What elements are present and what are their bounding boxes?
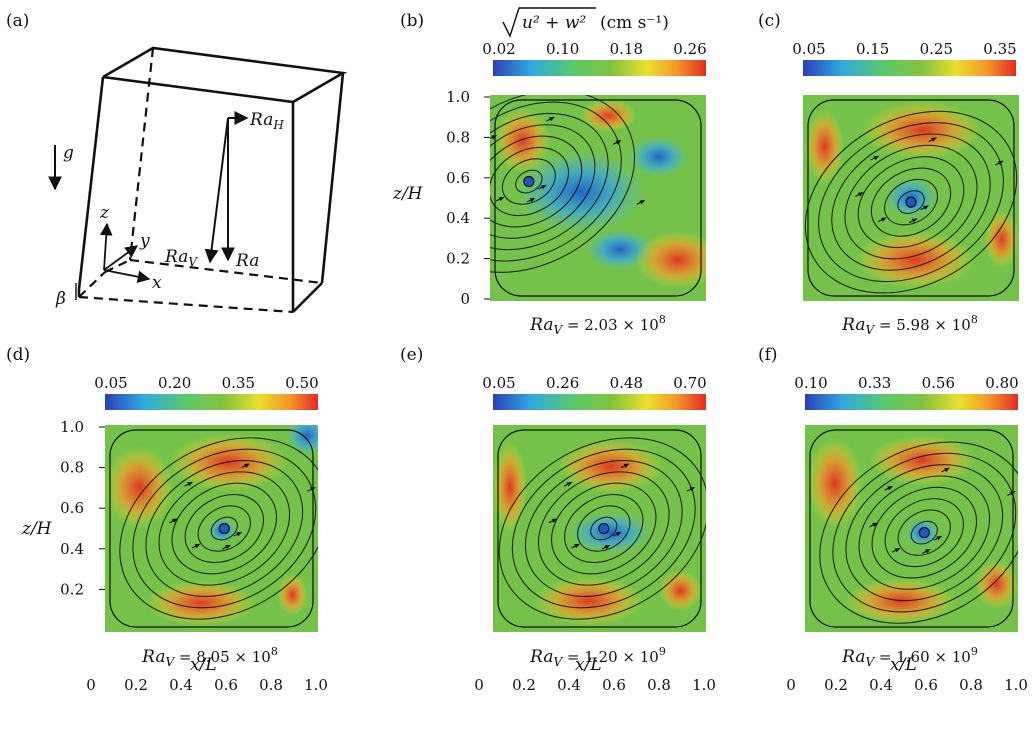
box-outline [77, 46, 347, 313]
xlabel-e: x/L [575, 655, 602, 675]
x-tick: 0.4 [557, 676, 581, 694]
x-tick: 0.6 [602, 676, 626, 694]
x-tick: 0.8 [959, 676, 983, 694]
velocity-field-f [805, 425, 1018, 632]
rav-caption-f: RaV = 1.60 × 109 [841, 645, 978, 669]
colorbar-c [803, 60, 1016, 76]
colorbar-tick: 0.80 [985, 374, 1018, 392]
colorbar-f [805, 394, 1018, 410]
box-hidden-edges [78, 47, 323, 314]
x-tick: 1.0 [304, 676, 328, 694]
colorbar-title-units: (cm s⁻¹) [600, 13, 669, 33]
x-tick: 1.0 [692, 676, 716, 694]
panel-label-e: (e) [400, 345, 423, 365]
colorbar-tick: 0.26 [546, 374, 579, 392]
x-tick: 0.8 [647, 676, 671, 694]
colorbar-tick: 0.05 [94, 374, 127, 392]
xlabel-d: x/L [190, 655, 217, 675]
colorbar-tick: 0.15 [856, 40, 889, 58]
x-tick: 0.2 [512, 676, 536, 694]
velocity-field-c [803, 95, 1019, 301]
axis-z-label: z [99, 203, 110, 223]
y-tick: 0.8 [446, 128, 470, 146]
panel-label-d: (d) [6, 345, 30, 365]
panel-b: (b) 0.02 0.10 0.18 0.26 1.0 0.8 0.6 0.4 0.2 0 RaV =… [400, 11, 707, 337]
colorbar-tick: 0.35 [983, 40, 1016, 58]
y-tick: 0.8 [60, 459, 84, 477]
velocity-field-e [493, 425, 706, 632]
colorbar-tick: 0.26 [673, 40, 706, 58]
colorbar-tick: 0.02 [482, 40, 515, 58]
colorbar-tick: 0.56 [922, 374, 955, 392]
y-tick: 1.0 [60, 418, 84, 436]
axis-y-label: y [139, 231, 150, 251]
panel-f: (f) 0.10 0.33 0.56 0.80 0 0.2 0.4 0.6 0.8 1.0 RaV =… [758, 345, 1028, 694]
colorbar-tick: 0.05 [482, 374, 515, 392]
velocity-field-b [490, 95, 706, 301]
panel-label-a: (a) [6, 11, 29, 31]
y-tick: 0.2 [60, 580, 84, 598]
panel-label-b: (b) [400, 11, 424, 31]
y-tick: 0.6 [446, 169, 470, 187]
colorbar-tick: 0.35 [222, 374, 255, 392]
sqrt-sign [502, 7, 596, 38]
colorbar-tick: 0.18 [610, 40, 643, 58]
x-tick: 0.4 [869, 676, 893, 694]
ylabel-bottom: z/H [21, 519, 53, 539]
ra-h-label: RaH [249, 110, 284, 132]
x-tick: 0 [86, 676, 96, 694]
colorbar-tick: 0.70 [673, 374, 706, 392]
panel-label-f: (f) [758, 345, 778, 365]
colorbar-b [493, 60, 706, 76]
ra-label: Ra [235, 251, 259, 271]
y-tick: 0.6 [60, 499, 84, 517]
rav-caption-d: RaV = 8.05 × 108 [141, 645, 278, 669]
colorbar-d [105, 394, 318, 410]
schematic-panel: (a) g RaH RaV Ra [6, 11, 347, 314]
ra-v-label: RaV [164, 247, 198, 269]
gravity-label: g [63, 143, 74, 163]
colorbar-tick: 0.20 [158, 374, 191, 392]
tilt-label: β [55, 289, 66, 309]
velocity-field-d [105, 425, 318, 632]
panel-d: (d)0.05 0.20 0.35 0.501.00.80.60.40.20 0.2 0.… [6, 345, 328, 694]
x-tick: 0.6 [914, 676, 938, 694]
y-tick: 1.0 [446, 88, 470, 106]
rav-caption-e: RaV = 1.20 × 109 [529, 645, 666, 669]
colorbar-tick: 0.48 [610, 374, 643, 392]
colorbar-tick: 0.50 [285, 374, 318, 392]
colorbar-e [493, 394, 706, 410]
xlabel-f: x/L [890, 655, 917, 675]
x-tick: 0 [474, 676, 484, 694]
colorbar-tick: 0.10 [546, 40, 579, 58]
y-tick: 0 [460, 290, 470, 308]
panel-e: (e) 0.05 0.26 0.48 0.70 0 0.2 0.4 0.6 0.8 1.0 RaV =… [400, 345, 716, 694]
y-tick: 0.4 [60, 540, 84, 558]
x-tick: 0 [786, 676, 796, 694]
axis-x-label: x [152, 273, 162, 293]
x-tick: 0.4 [169, 676, 193, 694]
coordinate-axes [99, 222, 151, 283]
colorbar-tick: 0.25 [920, 40, 953, 58]
x-tick: 1.0 [1004, 676, 1028, 694]
panel-c: (c) 0.05 0.15 0.25 0.35 RaV = 5.98 × 108 [758, 11, 1019, 337]
y-tick: 0.4 [446, 209, 470, 227]
rav-caption-c: RaV = 5.98 × 108 [841, 313, 978, 337]
x-tick: 0.2 [824, 676, 848, 694]
colorbar-tick: 0.33 [858, 374, 891, 392]
ra-vectors [204, 111, 249, 264]
x-tick: 0.2 [124, 676, 148, 694]
y-tick: 0.2 [446, 250, 470, 268]
x-tick: 0.8 [259, 676, 283, 694]
colorbar-tick: 0.05 [792, 40, 825, 58]
colorbar-tick: 0.10 [794, 374, 827, 392]
ylabel-top: z/H [392, 184, 424, 204]
colorbar-title-body: u² + w² [522, 13, 586, 33]
colorbar-title: u² + w² (cm s⁻¹) [502, 7, 669, 38]
rav-caption-b: RaV = 2.03 × 108 [529, 313, 666, 337]
x-tick: 0.6 [214, 676, 238, 694]
panel-label-c: (c) [758, 11, 781, 31]
